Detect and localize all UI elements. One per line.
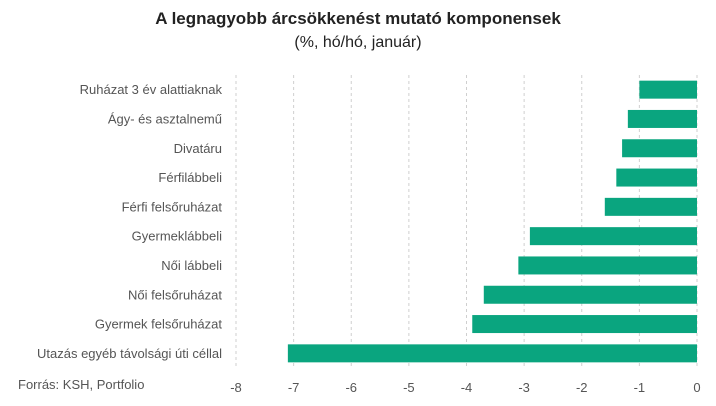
category-label: Férfilábbeli — [158, 170, 222, 185]
bar — [616, 168, 697, 187]
x-tick-label: -7 — [288, 380, 300, 395]
bar — [483, 285, 697, 304]
bar — [639, 80, 697, 99]
category-label: Női lábbeli — [161, 258, 222, 273]
bar — [518, 256, 697, 275]
category-label: Divatáru — [174, 141, 222, 156]
x-tick-label: -5 — [403, 380, 415, 395]
category-label: Utazás egyéb távolsági úti céllal — [37, 346, 222, 361]
bar — [529, 227, 697, 246]
category-label: Gyermeklábbeli — [132, 229, 222, 244]
category-label: Ruházat 3 év alattiaknak — [80, 82, 223, 97]
source-note: Forrás: KSH, Portfolio — [18, 377, 145, 392]
bar — [622, 139, 697, 158]
x-tick-label: -6 — [345, 380, 357, 395]
x-tick-label: -1 — [634, 380, 646, 395]
category-label: Ágy- és asztalnemű — [108, 111, 222, 126]
chart-subtitle: (%, hó/hó, január) — [294, 34, 422, 51]
x-tick-label: -2 — [576, 380, 588, 395]
x-tick-label: -3 — [518, 380, 530, 395]
bar — [604, 197, 697, 216]
chart-title: A legnagyobb árcsökkenést mutató kompone… — [155, 9, 561, 28]
category-label: Női felsőruházat — [128, 287, 222, 302]
x-tick-label: 0 — [693, 380, 700, 395]
category-label: Férfi felsőruházat — [122, 199, 223, 214]
x-tick-label: -8 — [230, 380, 242, 395]
bar — [287, 344, 697, 363]
bar — [472, 315, 697, 334]
x-tick-label: -4 — [461, 380, 473, 395]
category-label: Gyermek felsőruházat — [95, 317, 223, 332]
bar — [627, 109, 697, 128]
